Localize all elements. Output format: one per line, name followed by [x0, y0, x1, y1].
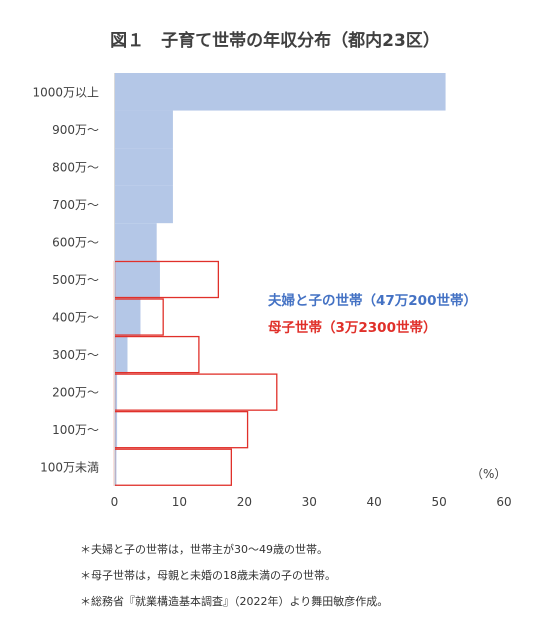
y-tick-label: 100万未満 [40, 461, 99, 475]
y-tick-labels: 1000万以上 900万～ 800万～ 700万～ 600万～ 500万～ 400万～ 300… [32, 85, 99, 474]
bar-couple-6 [114, 298, 141, 336]
y-tick-label: 900万～ [52, 123, 99, 137]
x-tick-label: 40 [367, 495, 382, 509]
x-tick-label: 60 [496, 495, 511, 509]
bar-couple-7 [114, 335, 128, 374]
bar-couple-4 [114, 223, 157, 261]
bar-mother-9 [113, 411, 249, 449]
y-tick-label: 700万～ [52, 198, 99, 212]
legend-couple: 夫婦と子の世帯（47万200世帯） [268, 292, 477, 309]
x-axis-unit: （%） [471, 467, 506, 481]
bar-couple-10 [114, 448, 117, 486]
note-3: ＊総務省『就業構造基本調査』（2022年）より舞田敏彦作成。 [80, 594, 388, 608]
bar-couple-2 [114, 148, 173, 186]
bar-couple-3 [114, 185, 173, 224]
y-tick-label: 100万～ [52, 423, 99, 437]
bar-couple-1 [114, 110, 173, 149]
note-1: ＊夫婦と子の世帯は，世帯主が30～49歳の世帯。 [80, 542, 328, 556]
y-tick-label: 500万～ [52, 273, 99, 287]
bar-couple-0 [114, 73, 446, 111]
x-tick-label: 0 [111, 495, 119, 509]
x-tick-label: 20 [237, 495, 252, 509]
couple-series-bars [114, 73, 446, 486]
y-tick-label: 400万～ [52, 311, 99, 325]
x-tick-label: 50 [431, 495, 446, 509]
y-tick-label: 600万～ [52, 235, 99, 249]
note-2: ＊母子世帯は，母親と未婚の18歳未満の子の世帯。 [80, 568, 336, 582]
y-tick-label: 800万～ [52, 160, 99, 174]
y-tick-label: 1000万以上 [32, 85, 99, 99]
bar-couple-5 [114, 260, 160, 299]
bar-mother-10 [113, 448, 232, 486]
x-tick-label: 30 [302, 495, 317, 509]
y-tick-label: 300万～ [52, 348, 99, 362]
y-tick-label: 200万～ [52, 386, 99, 400]
legend-mother: 母子世帯（3万2300世帯） [268, 319, 436, 336]
x-tick-labels: 0 10 20 30 40 50 60 [111, 495, 512, 509]
chart-title: 図１ 子育て世帯の年収分布（都内23区） [110, 30, 440, 51]
bar-couple-8 [114, 373, 118, 411]
bar-mother-8 [113, 373, 278, 411]
x-tick-label: 10 [172, 495, 187, 509]
bar-couple-9 [114, 410, 118, 449]
